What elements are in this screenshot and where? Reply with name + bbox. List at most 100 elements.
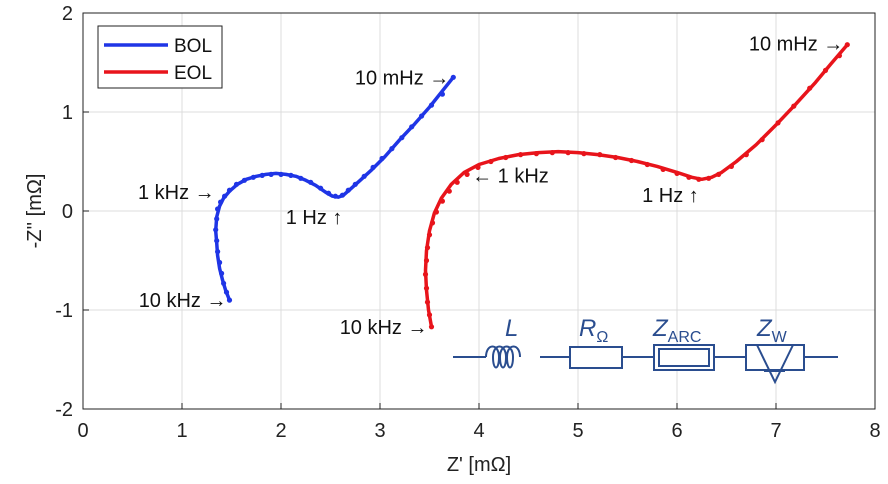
data-point-bol	[308, 179, 314, 185]
x-tick-label: 2	[275, 420, 286, 442]
data-point-eol	[503, 154, 509, 161]
x-tick-label: 7	[770, 420, 781, 442]
legend-label-eol: EOL	[174, 63, 212, 84]
warburg-element-symbol	[745, 344, 805, 385]
data-point-bol	[241, 177, 247, 183]
frequency-annotation: 10 kHz →	[139, 290, 227, 312]
data-point-eol	[426, 312, 433, 318]
data-point-bol	[318, 185, 324, 191]
data-point-bol	[352, 181, 358, 187]
data-point-eol	[565, 150, 571, 156]
x-tick-label: 6	[671, 420, 682, 442]
data-point-bol	[389, 146, 395, 152]
frequency-annotation: 10 mHz →	[355, 67, 449, 89]
y-tick-label: 2	[62, 3, 73, 25]
data-point-bol	[219, 270, 225, 276]
data-point-eol	[454, 179, 460, 185]
data-point-bol	[345, 187, 351, 193]
frequency-annotation: 10 kHz →	[340, 317, 428, 339]
y-axis-label: -Z'' [mΩ]	[24, 174, 46, 249]
inductor-label: L	[505, 315, 518, 342]
data-point-eol	[423, 257, 430, 264]
arc-element-symbol	[653, 344, 715, 371]
frequency-annotation: 10 mHz →	[749, 34, 843, 56]
data-point-bol	[399, 135, 405, 141]
data-point-eol	[464, 171, 470, 177]
data-point-bol	[450, 74, 456, 80]
data-point-eol	[439, 198, 445, 204]
data-point-eol	[822, 67, 829, 73]
data-point-bol	[233, 181, 240, 187]
x-tick-label: 4	[473, 420, 484, 442]
legend-box	[97, 25, 223, 89]
y-tick-label: 1	[62, 102, 73, 124]
data-point-bol	[439, 91, 445, 97]
data-point-bol	[223, 289, 230, 295]
data-point-eol	[428, 324, 435, 330]
y-tick-label: 0	[62, 201, 73, 223]
axis-ticks: 0 1 2 3 4 5 6 7 8 -2 -1 0 1 2	[55, 3, 880, 442]
data-point-eol	[475, 164, 481, 170]
data-point-eol	[422, 271, 429, 277]
data-point-bol	[226, 297, 233, 303]
data-point-eol	[597, 152, 603, 158]
data-point-eol	[728, 163, 735, 169]
data-point-eol	[686, 174, 692, 180]
frequency-annotation: ← 1 kHz	[472, 165, 549, 187]
data-point-eol	[644, 161, 650, 168]
data-point-bol	[222, 193, 228, 199]
data-point-bol	[325, 190, 332, 196]
data-point-eol	[628, 157, 635, 164]
data-point-bol	[250, 174, 256, 180]
data-point-eol	[581, 151, 587, 157]
data-point-eol	[696, 176, 702, 182]
x-tick-label: 1	[176, 420, 187, 442]
data-point-eol	[429, 220, 436, 226]
annotation-layer: 10 mHz → 1 kHz → 1 Hz ↑ 10 kHz → 10 mHz → ← 1…	[138, 34, 843, 339]
data-point-bol	[214, 238, 220, 244]
data-point-eol	[775, 120, 781, 126]
data-point-bol	[339, 192, 345, 198]
data-point-eol	[706, 175, 712, 181]
data-point-eol	[613, 154, 619, 161]
data-point-bol	[332, 193, 338, 199]
frequency-annotation: 1 Hz ↑	[642, 185, 699, 207]
data-point-eol	[743, 152, 749, 158]
grid	[83, 13, 875, 409]
data-point-eol	[549, 150, 555, 156]
series-layer	[213, 42, 850, 330]
data-point-bol	[226, 187, 233, 193]
x-tick-label: 5	[572, 420, 583, 442]
data-point-eol	[674, 170, 680, 176]
data-point-eol	[424, 299, 431, 305]
resistor-symbol	[569, 346, 623, 369]
data-point-bol	[218, 199, 224, 205]
data-point-eol	[423, 285, 430, 291]
data-point-bol	[215, 249, 221, 255]
data-point-bol	[288, 172, 294, 178]
data-point-bol	[278, 171, 284, 177]
data-point-bol	[217, 259, 223, 266]
frequency-annotation: 1 Hz ↑	[286, 207, 343, 229]
data-point-bol	[419, 113, 425, 119]
data-point-eol	[433, 209, 439, 215]
data-point-eol	[533, 151, 540, 157]
data-point-eol	[791, 103, 797, 109]
data-point-bol	[213, 227, 219, 233]
data-point-bol	[370, 164, 376, 170]
data-point-eol	[759, 137, 765, 143]
warburg-element-label: ZW	[756, 315, 788, 346]
data-point-bol	[268, 171, 274, 177]
data-point-eol	[836, 53, 843, 59]
data-point-eol	[844, 42, 850, 48]
series-line-eol	[423, 42, 850, 329]
x-tick-label: 0	[77, 420, 88, 442]
arc-element-label: ZARC	[652, 315, 701, 346]
data-point-eol	[807, 85, 813, 91]
data-point-bol	[214, 216, 220, 222]
data-point-bol	[409, 124, 415, 130]
data-point-bol	[361, 173, 367, 179]
data-point-bol	[259, 172, 265, 178]
data-point-bol	[221, 280, 227, 286]
inductor-symbol	[485, 345, 540, 369]
